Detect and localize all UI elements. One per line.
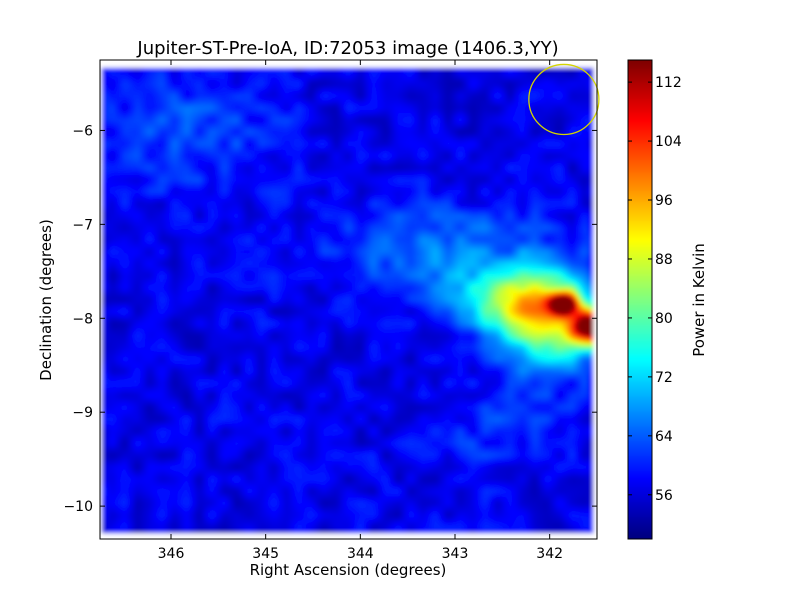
y-tick-label: −9 bbox=[72, 405, 93, 421]
colorbar-ticks: 56 64 72 80 88 96 104 112 bbox=[628, 75, 682, 504]
colorbar-tick-label: 56 bbox=[655, 488, 673, 504]
plot-frame bbox=[99, 59, 598, 540]
colorbar-tick-label: 88 bbox=[655, 252, 673, 268]
x-tick-label: 345 bbox=[252, 546, 279, 562]
y-tick-label: −10 bbox=[63, 499, 93, 515]
colorbar-tick-label: 80 bbox=[655, 311, 673, 327]
x-tick-label: 342 bbox=[536, 546, 563, 562]
colorbar-tick-label: 112 bbox=[655, 75, 682, 91]
colorbar-tick-label: 104 bbox=[655, 134, 682, 150]
y-tick-label: −7 bbox=[72, 217, 93, 233]
y-axis-label: Declination (degrees) bbox=[37, 219, 55, 381]
x-tick-label: 344 bbox=[347, 546, 374, 562]
y-axis-ticks: −6 −7 −8 −9 −10 bbox=[63, 123, 597, 515]
x-tick-label: 346 bbox=[158, 546, 185, 562]
heatmap-image bbox=[100, 60, 597, 539]
colorbar-label: Power in Kelvin bbox=[690, 243, 708, 357]
chart-title: Jupiter-ST-Pre-IoA, ID:72053 image (1406… bbox=[136, 38, 558, 59]
beam-circle bbox=[528, 63, 600, 136]
colorbar-frame bbox=[627, 59, 653, 540]
x-axis-label: Right Ascension (degrees) bbox=[250, 561, 447, 579]
colorbar: 56 64 72 80 88 96 104 112 bbox=[627, 59, 682, 540]
colorbar-tick-label: 96 bbox=[655, 193, 673, 209]
y-tick-label: −8 bbox=[72, 311, 93, 327]
x-axis-ticks: 346 345 344 343 342 bbox=[158, 60, 563, 562]
y-tick-label: −6 bbox=[72, 123, 93, 139]
colorbar-tick-label: 72 bbox=[655, 370, 673, 386]
x-tick-label: 343 bbox=[442, 546, 469, 562]
plot-area: 346 345 344 343 342 −6 −7 −8 −9 −10 bbox=[63, 59, 600, 562]
colorbar-gradient bbox=[628, 60, 652, 539]
colorbar-tick-label: 64 bbox=[655, 429, 673, 445]
